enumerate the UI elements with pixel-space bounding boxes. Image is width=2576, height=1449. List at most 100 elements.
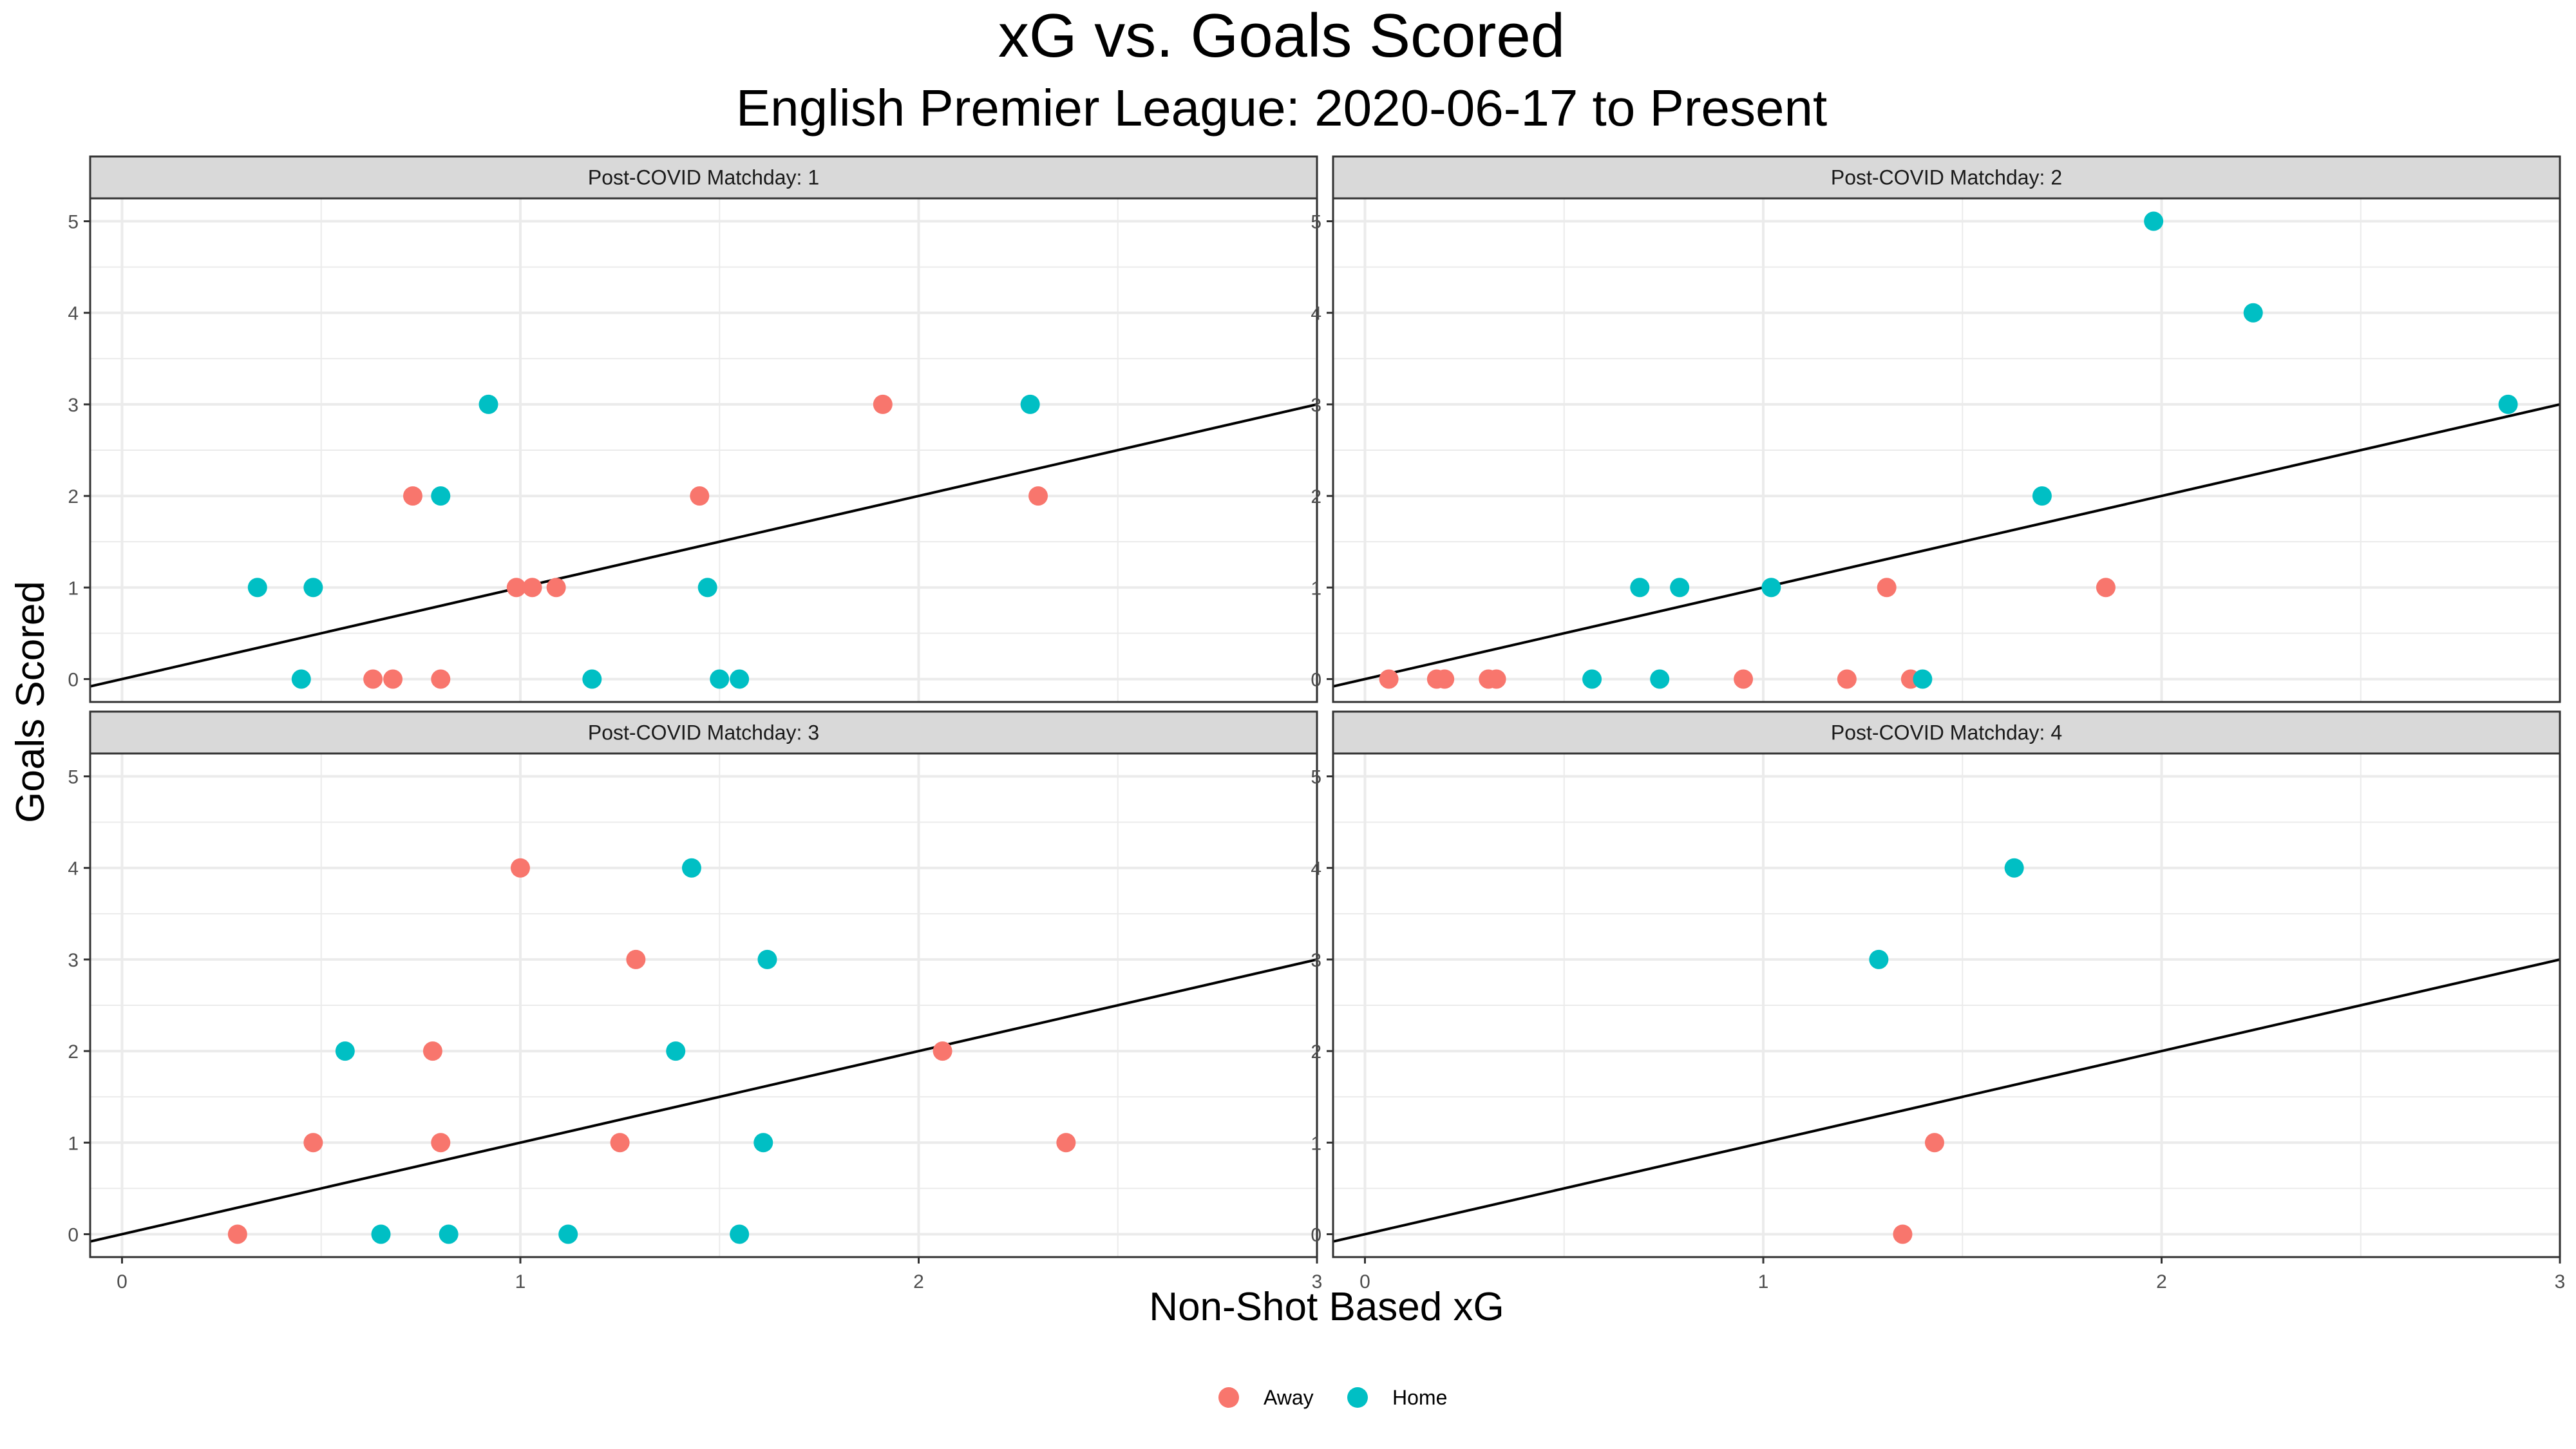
data-point-home xyxy=(303,578,323,597)
y-tick-label: 0 xyxy=(68,1224,79,1245)
data-point-away xyxy=(1056,1133,1075,1152)
data-point-away xyxy=(690,486,709,506)
data-point-away xyxy=(626,950,645,969)
y-tick-label: 4 xyxy=(68,303,79,325)
y-axis-title: Goals Scored xyxy=(8,581,53,823)
data-point-away xyxy=(303,1133,323,1152)
y-tick-label: 3 xyxy=(1311,395,1321,416)
x-tick-label: 0 xyxy=(117,1271,128,1293)
data-point-home xyxy=(479,395,498,414)
data-point-away xyxy=(423,1041,442,1061)
data-point-home xyxy=(336,1041,355,1061)
data-point-home xyxy=(1670,578,1689,597)
y-tick-label: 4 xyxy=(1311,858,1321,880)
data-point-away xyxy=(2096,578,2116,597)
data-point-home xyxy=(1761,578,1781,597)
data-point-away xyxy=(403,486,422,506)
data-point-away xyxy=(1837,669,1857,688)
y-tick-label: 5 xyxy=(68,767,79,788)
data-point-home xyxy=(439,1224,459,1244)
x-tick-label: 2 xyxy=(913,1271,924,1293)
data-point-home xyxy=(1913,669,1932,688)
data-point-away xyxy=(873,395,893,414)
data-point-home xyxy=(757,950,777,969)
data-point-home xyxy=(730,1224,749,1244)
facet-panel: Post-COVID Matchday: 1 0 1 2 3 4 5 xyxy=(68,156,1317,702)
facet-panel: Post-COVID Matchday: 3 0 1 2 3 4 5 0 1 2 3 xyxy=(68,712,1322,1293)
data-point-home xyxy=(682,858,701,878)
facet-strip-label: Post-COVID Matchday: 1 xyxy=(588,166,819,189)
chart-title: xG vs. Goals Scored xyxy=(998,1,1565,70)
data-point-away xyxy=(933,1041,952,1061)
data-point-home xyxy=(582,669,601,688)
y-tick-label: 3 xyxy=(68,950,79,971)
facet-strip-label: Post-COVID Matchday: 3 xyxy=(588,721,819,744)
data-point-home xyxy=(753,1133,773,1152)
legend-key-away xyxy=(1218,1387,1239,1408)
y-tick-label: 2 xyxy=(68,1041,79,1063)
y-tick-label: 5 xyxy=(68,212,79,233)
data-point-home xyxy=(730,669,749,688)
facet-panel: Post-COVID Matchday: 2012345 xyxy=(1311,156,2560,702)
x-tick-label: 2 xyxy=(2156,1271,2167,1293)
data-point-away xyxy=(547,578,566,597)
y-tick-label: 4 xyxy=(68,858,79,880)
facet-strip-label: Post-COVID Matchday: 4 xyxy=(1831,721,2062,744)
data-point-home xyxy=(1650,669,1669,688)
data-point-away xyxy=(1028,486,1048,506)
data-point-home xyxy=(2144,212,2163,231)
data-point-away xyxy=(511,858,530,878)
data-point-away xyxy=(383,669,402,688)
data-point-away xyxy=(611,1133,630,1152)
y-tick-label: 1 xyxy=(68,578,79,599)
data-point-home xyxy=(2499,395,2518,414)
data-point-home xyxy=(698,578,717,597)
data-point-away xyxy=(1925,1133,1944,1152)
data-point-away xyxy=(1487,669,1506,688)
y-tick-label: 3 xyxy=(1311,950,1321,971)
y-tick-label: 2 xyxy=(68,486,79,507)
y-tick-label: 3 xyxy=(68,395,79,416)
data-point-home xyxy=(248,578,267,597)
data-point-away xyxy=(1734,669,1753,688)
x-tick-label: 3 xyxy=(2555,1271,2566,1293)
data-point-home xyxy=(1630,578,1649,597)
y-tick-label: 5 xyxy=(1311,767,1321,788)
data-point-home xyxy=(2005,858,2024,878)
y-tick-label: 0 xyxy=(68,669,79,690)
data-point-away xyxy=(523,578,542,597)
y-tick-label: 2 xyxy=(1311,486,1321,507)
data-point-home xyxy=(666,1041,685,1061)
data-point-away xyxy=(1893,1224,1912,1244)
legend-label-home: Home xyxy=(1392,1386,1447,1409)
y-tick-label: 4 xyxy=(1311,303,1321,325)
data-point-away xyxy=(1877,578,1897,597)
chart-subtitle: English Premier League: 2020-06-17 to Pr… xyxy=(736,79,1827,137)
facet-panel: Post-COVID Matchday: 4 0 1 2 3 4 5 0 1 2 3 xyxy=(1311,712,2565,1293)
y-tick-label: 1 xyxy=(1311,1133,1321,1154)
data-point-away xyxy=(431,1133,450,1152)
y-tick-label: 0 xyxy=(1311,669,1321,690)
facet-strip-label: Post-COVID Matchday: 2 xyxy=(1831,166,2062,189)
data-point-away xyxy=(228,1224,247,1244)
data-point-home xyxy=(292,669,311,688)
data-point-away xyxy=(363,669,383,688)
data-point-home xyxy=(558,1224,578,1244)
data-point-away xyxy=(1379,669,1399,688)
data-point-home xyxy=(431,486,450,506)
x-axis-title: Non-Shot Based xG xyxy=(1149,1285,1504,1329)
data-point-home xyxy=(372,1224,391,1244)
data-point-home xyxy=(710,669,729,688)
data-point-away xyxy=(1435,669,1454,688)
legend-label-away: Away xyxy=(1264,1386,1314,1409)
data-point-home xyxy=(1582,669,1602,688)
y-tick-label: 2 xyxy=(1311,1041,1321,1063)
data-point-home xyxy=(1021,395,1040,414)
x-tick-label: 1 xyxy=(1758,1271,1769,1293)
legend-key-home xyxy=(1347,1387,1368,1408)
x-tick-label: 1 xyxy=(515,1271,526,1293)
y-tick-label: 5 xyxy=(1311,212,1321,233)
y-tick-label: 0 xyxy=(1311,1224,1321,1245)
